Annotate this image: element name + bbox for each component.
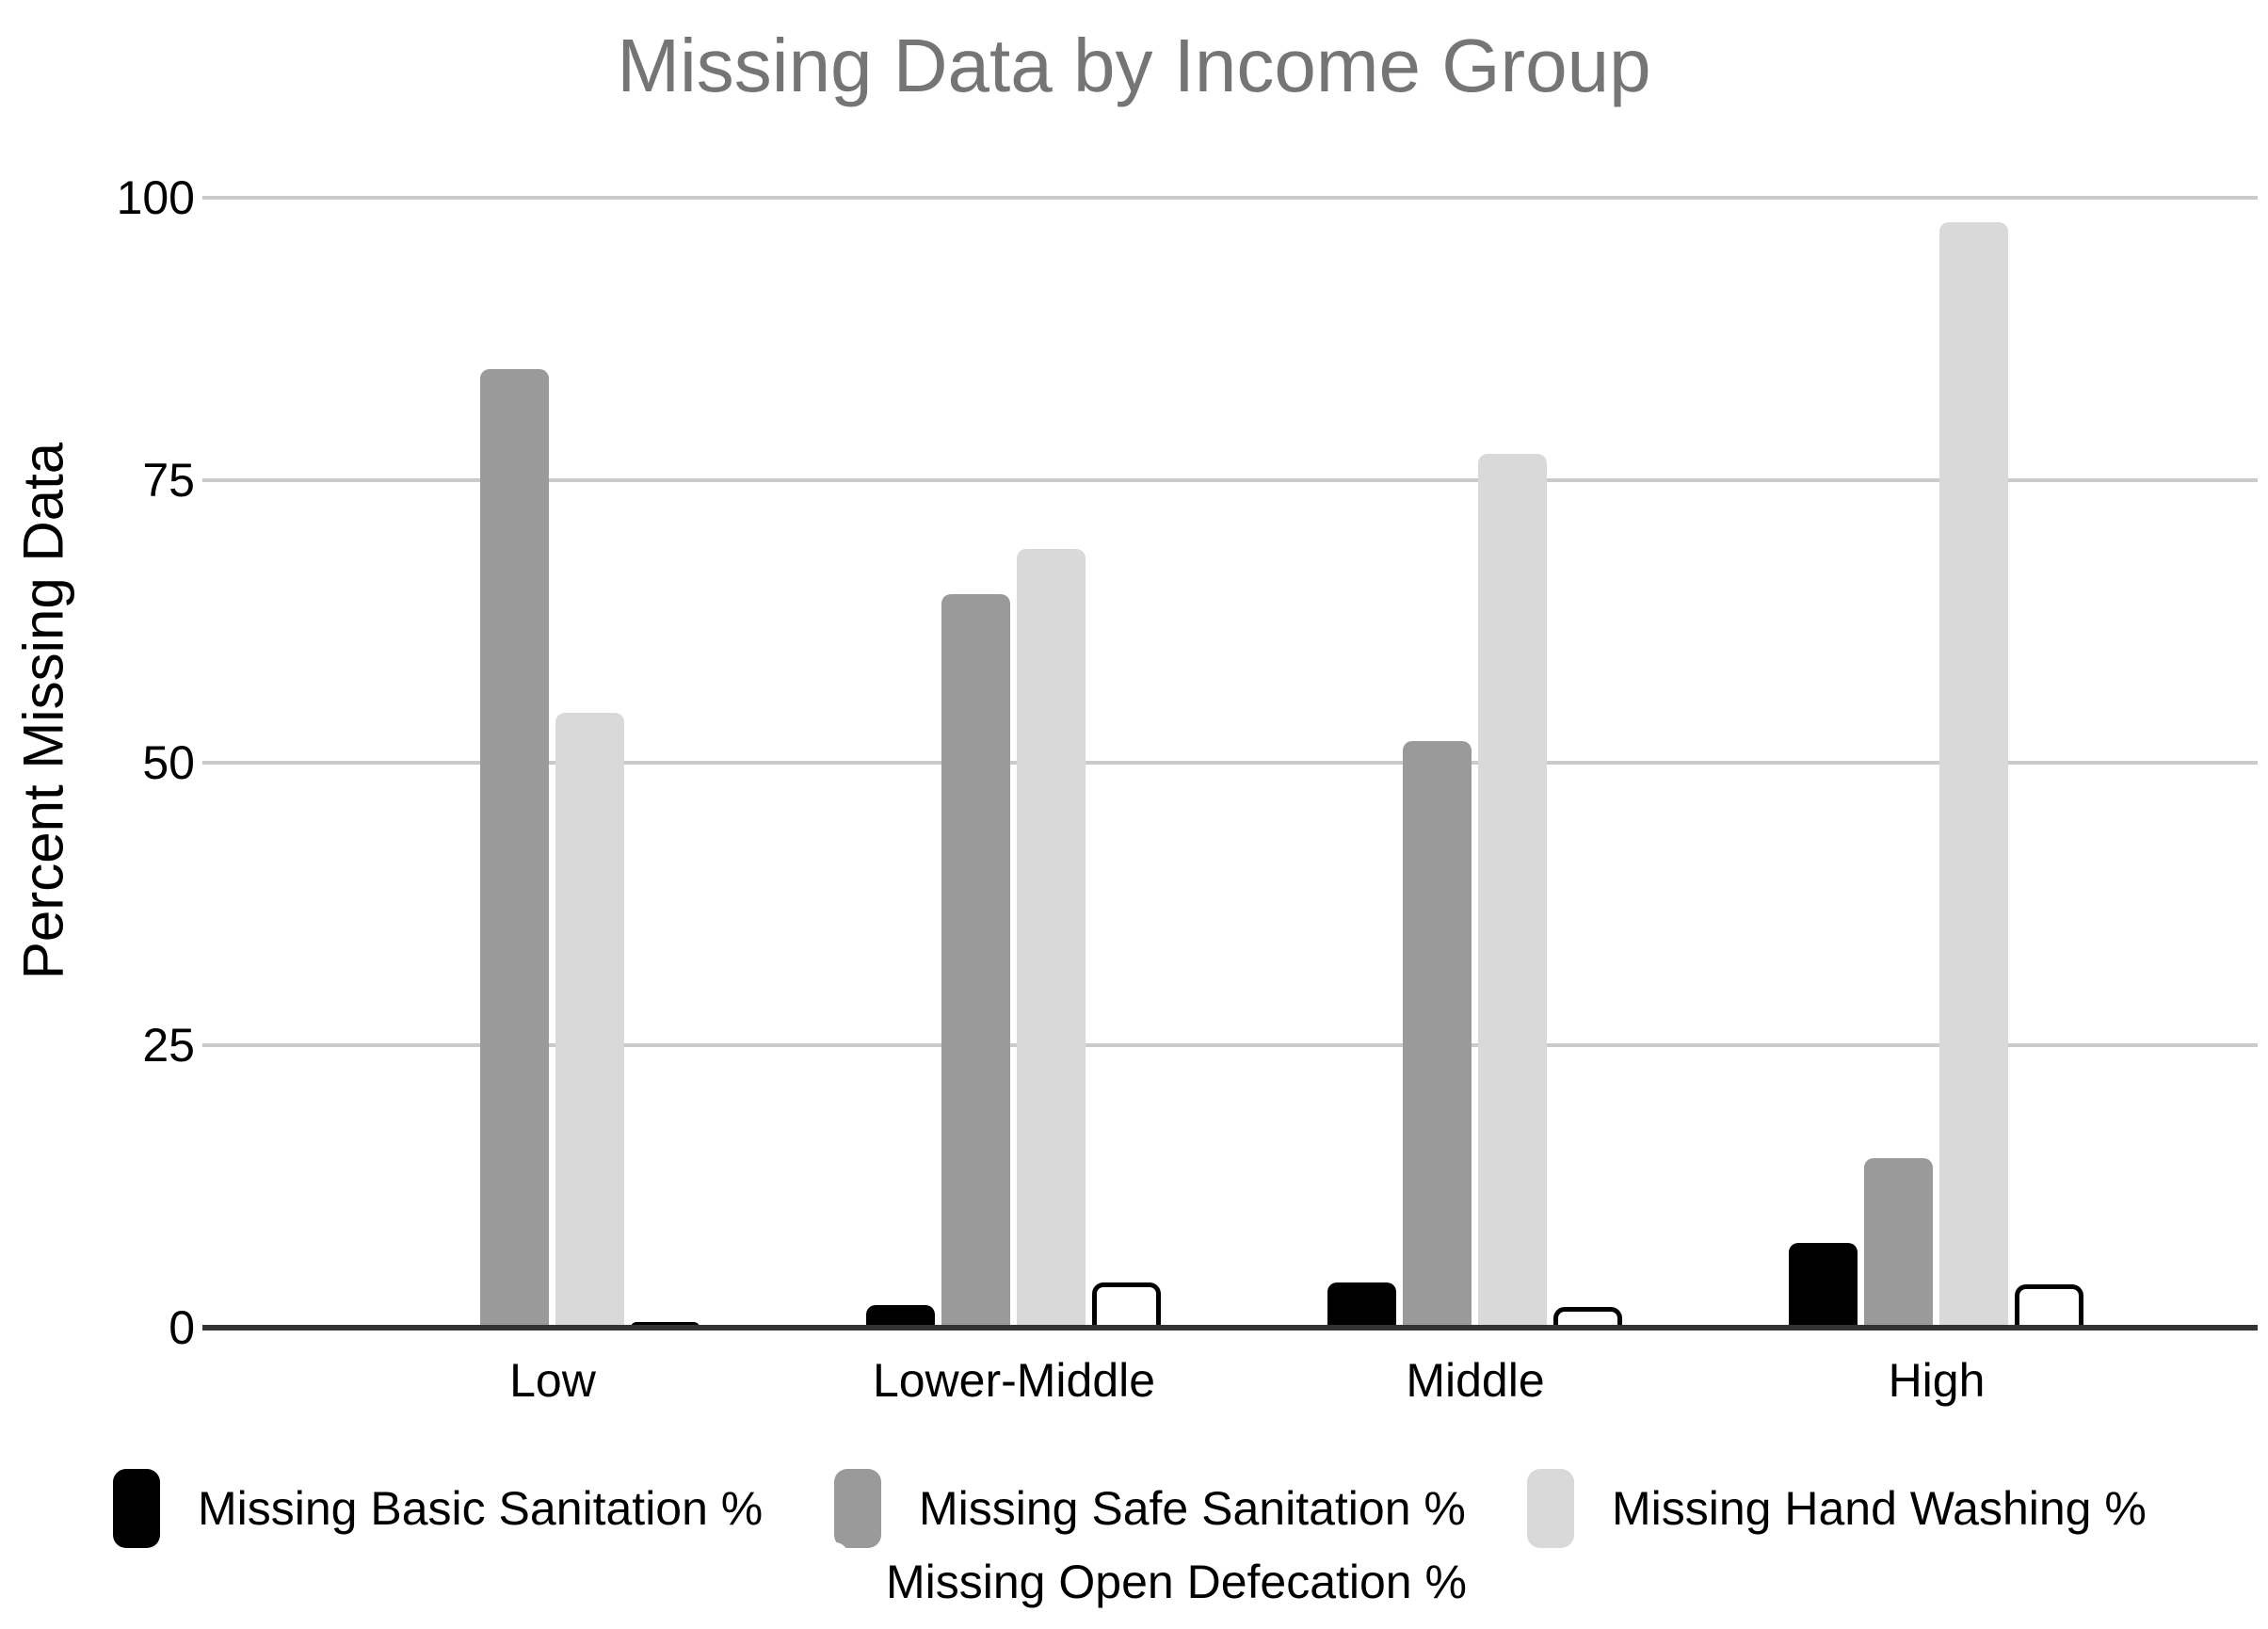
legend-label-missing-hand-washing: Missing Hand Washing % [1612, 1482, 2147, 1535]
y-axis-title: Percent Missing Data [11, 442, 75, 980]
gridline-100 [202, 196, 2258, 200]
y-tick-label-25: 25 [142, 1019, 195, 1072]
bar-missing-safe-sanitation-lower-middle [941, 594, 1010, 1328]
bar-missing-safe-sanitation-high [1864, 1158, 1933, 1328]
x-tick-label-low: Low [509, 1354, 596, 1407]
legend-item-missing-safe-sanitation: Missing Safe Sanitation % [834, 1469, 1466, 1548]
x-tick-label-middle: Middle [1406, 1354, 1545, 1407]
bar-missing-basic-sanitation-high [1789, 1243, 1858, 1328]
legend-item-missing-open-defecation: Missing Open Defecation % [801, 1542, 1467, 1621]
x-tick-label-lower-middle: Lower-Middle [872, 1354, 1156, 1407]
legend-label-missing-basic-sanitation: Missing Basic Sanitation % [198, 1482, 764, 1535]
gridline-50 [202, 761, 2258, 765]
y-tick-label-0: 0 [169, 1301, 195, 1354]
legend-swatch-missing-hand-washing [1527, 1469, 1574, 1548]
gridline-25 [202, 1043, 2258, 1047]
bar-missing-open-defecation-high [2015, 1284, 2083, 1328]
legend-item-missing-basic-sanitation: Missing Basic Sanitation % [113, 1469, 763, 1548]
bar-missing-hand-washing-middle [1478, 454, 1547, 1328]
y-tick-label-75: 75 [142, 454, 195, 507]
bar-missing-open-defecation-lower-middle [1092, 1282, 1161, 1328]
bar-missing-hand-washing-lower-middle [1017, 549, 1086, 1328]
bar-missing-basic-sanitation-lower-middle [866, 1305, 935, 1328]
x-tick-label-high: High [1888, 1354, 1986, 1407]
legend-swatch-missing-basic-sanitation [113, 1469, 160, 1548]
legend-swatch-missing-open-defecation [801, 1542, 848, 1621]
legend-label-missing-open-defecation: Missing Open Defecation % [886, 1556, 1467, 1608]
chart-title: Missing Data by Income Group [617, 24, 1651, 107]
legend-label-missing-safe-sanitation: Missing Safe Sanitation % [919, 1482, 1466, 1535]
bar-missing-open-defecation-middle [1553, 1307, 1622, 1328]
bar-missing-safe-sanitation-low [480, 369, 549, 1328]
bar-missing-basic-sanitation-middle [1327, 1282, 1396, 1328]
gridline-75 [202, 478, 2258, 482]
y-tick-label-50: 50 [142, 736, 195, 789]
legend-swatch-missing-safe-sanitation [834, 1469, 881, 1548]
legend-item-missing-hand-washing: Missing Hand Washing % [1527, 1469, 2147, 1548]
bar-missing-safe-sanitation-middle [1403, 741, 1472, 1328]
bar-missing-hand-washing-high [1939, 222, 2008, 1328]
bar-missing-hand-washing-low [555, 713, 624, 1328]
x-axis-line [202, 1325, 2258, 1331]
y-tick-label-100: 100 [116, 171, 195, 224]
